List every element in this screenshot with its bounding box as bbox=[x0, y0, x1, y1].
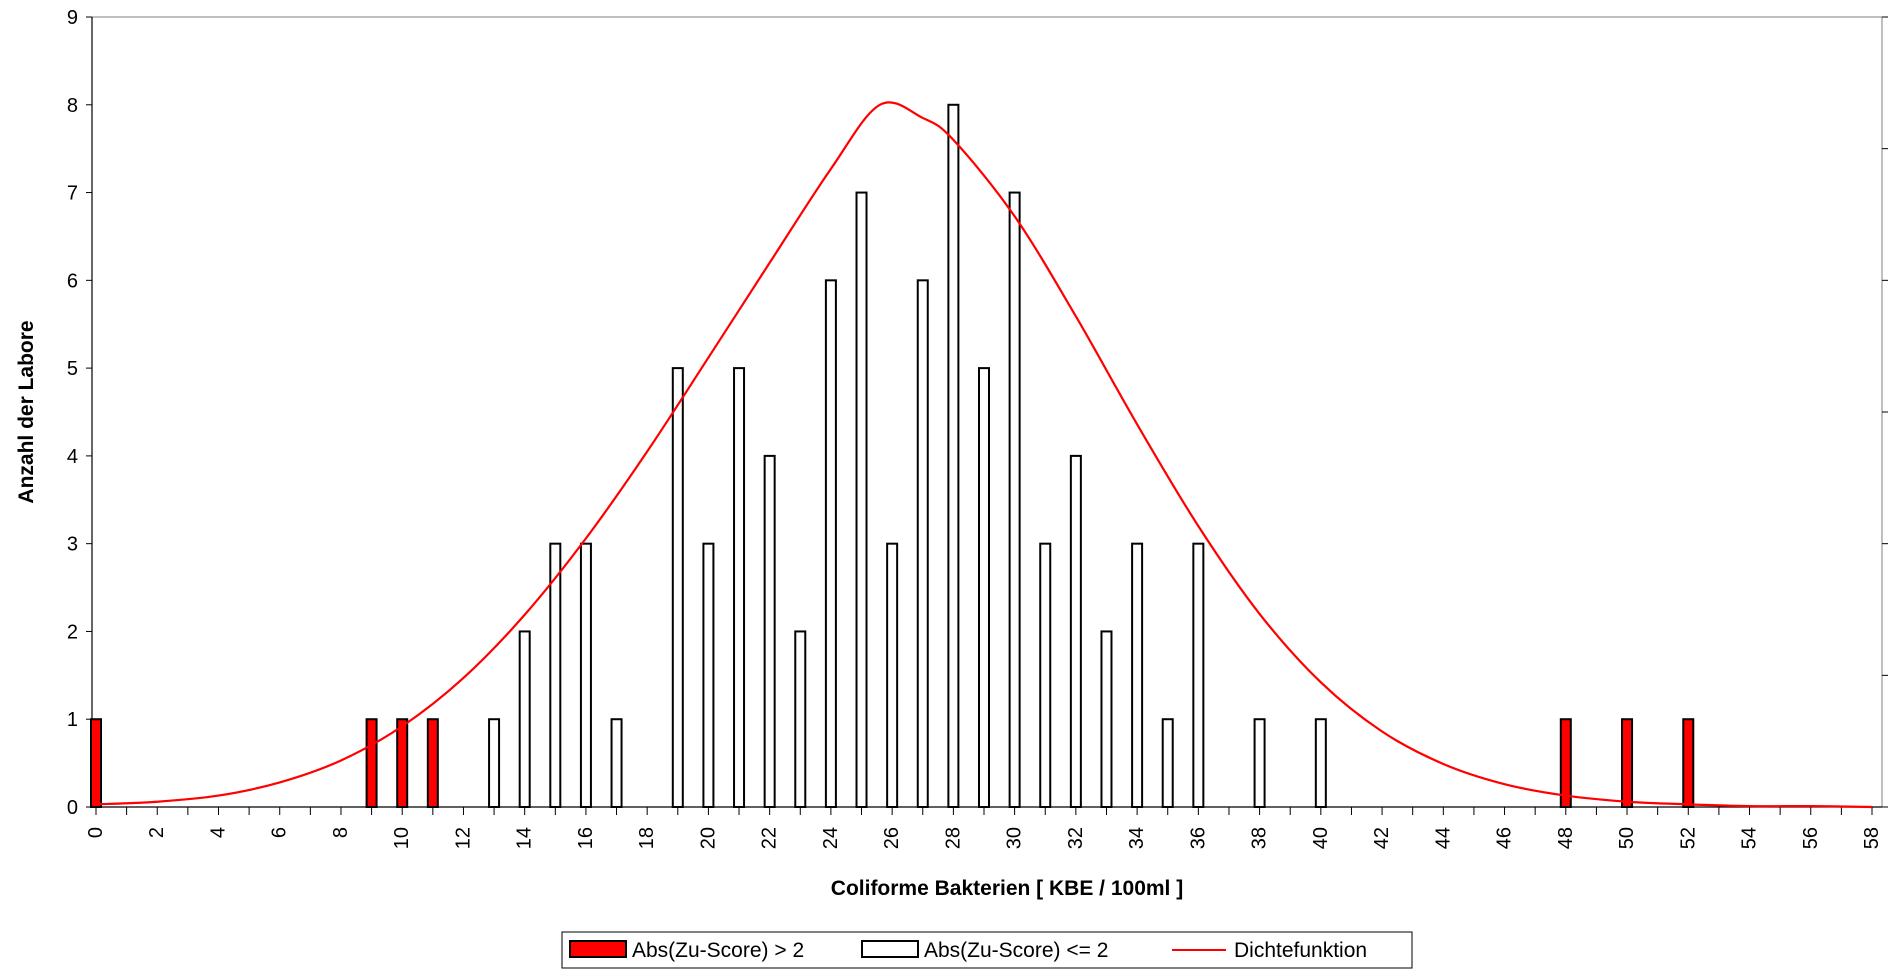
x-tick-label: 16 bbox=[575, 827, 597, 849]
density-curve bbox=[95, 101, 1873, 809]
bar-normal bbox=[1069, 454, 1082, 808]
bar-normal bbox=[1100, 630, 1113, 809]
x-tick-label: 10 bbox=[391, 827, 413, 849]
x-axis: 0 2 4 6 8 10 12 14 16 18 20 22 24 26 28 30 32 34 36 38 40 42 4… bbox=[85, 806, 1883, 849]
bar-outlier bbox=[365, 718, 378, 809]
bar-normal bbox=[916, 279, 929, 809]
bar-normal bbox=[1314, 718, 1327, 809]
x-tick-label: 48 bbox=[1555, 827, 1577, 849]
bars-group bbox=[90, 103, 1695, 809]
y-axis-title: Anzahl der Labore bbox=[15, 320, 38, 503]
y-axis: 0 1 2 3 4 5 6 7 8 9 bbox=[67, 7, 1888, 819]
bar-normal bbox=[579, 542, 592, 809]
x-tick-label: 42 bbox=[1371, 827, 1393, 849]
y-tick-label: 4 bbox=[67, 446, 78, 468]
legend: Abs(Zu-Score) > 2 Abs(Zu-Score) <= 2 Dic… bbox=[561, 931, 1413, 969]
bar-normal bbox=[978, 367, 990, 808]
x-tick-label: 56 bbox=[1800, 827, 1822, 849]
bar-normal bbox=[1253, 718, 1266, 809]
y-tick-label: 8 bbox=[67, 95, 78, 117]
x-tick-label: 38 bbox=[1249, 827, 1271, 849]
bar-normal bbox=[855, 191, 868, 809]
x-tick-label: 22 bbox=[759, 827, 781, 849]
y-tick-label: 3 bbox=[67, 534, 78, 556]
legend-swatch-normal bbox=[861, 940, 919, 958]
bar-normal bbox=[518, 630, 531, 809]
y-tick-label: 9 bbox=[67, 7, 78, 29]
x-axis-title: Coliforme Bakterien [ KBE / 100ml ] bbox=[831, 877, 1183, 900]
bar-normal bbox=[794, 630, 807, 809]
x-tick-label: 6 bbox=[269, 827, 291, 838]
x-tick-label: 4 bbox=[207, 827, 229, 838]
x-tick-label: 20 bbox=[697, 827, 719, 849]
bar-normal bbox=[1008, 191, 1021, 809]
x-tick-label: 18 bbox=[636, 827, 658, 849]
bar-outlier bbox=[90, 718, 102, 809]
bar-outlier bbox=[1682, 718, 1695, 809]
x-tick-label: 40 bbox=[1310, 827, 1332, 849]
x-tick-label: 44 bbox=[1432, 827, 1454, 849]
bar-normal bbox=[702, 542, 715, 809]
x-tick-label: 34 bbox=[1126, 827, 1148, 849]
legend-box bbox=[561, 931, 1413, 969]
x-tick-label: 26 bbox=[881, 827, 903, 849]
y-tick-label: 1 bbox=[67, 709, 78, 731]
y-tick-label: 7 bbox=[67, 183, 78, 205]
x-tick-label: 2 bbox=[146, 827, 168, 838]
bar-outlier bbox=[426, 718, 439, 809]
x-tick-label: 32 bbox=[1065, 827, 1087, 849]
density-curve-group bbox=[95, 101, 1873, 809]
bar-outlier bbox=[1559, 718, 1572, 809]
x-tick-label: 36 bbox=[1187, 827, 1209, 849]
x-tick-label: 30 bbox=[1004, 827, 1026, 849]
bar-outlier bbox=[396, 718, 409, 809]
legend-label-outlier: Abs(Zu-Score) > 2 bbox=[632, 939, 804, 962]
bar-normal bbox=[886, 542, 899, 809]
bar-normal bbox=[824, 279, 837, 809]
bar-normal bbox=[1192, 542, 1205, 809]
x-tick-label: 12 bbox=[452, 827, 474, 849]
bar-normal bbox=[1039, 542, 1052, 809]
y-tick-label: 2 bbox=[67, 621, 78, 643]
x-tick-label: 52 bbox=[1677, 827, 1699, 849]
x-tick-label: 8 bbox=[330, 827, 352, 838]
bar-normal bbox=[1131, 542, 1144, 809]
x-tick-label: 24 bbox=[820, 827, 842, 849]
x-tick-label: 0 bbox=[85, 827, 107, 838]
bar-normal bbox=[610, 718, 623, 809]
bar-normal bbox=[488, 718, 501, 809]
bar-normal bbox=[763, 454, 776, 808]
x-tick-label: 54 bbox=[1739, 827, 1761, 849]
x-tick-label: 14 bbox=[514, 827, 536, 849]
bar-normal bbox=[1161, 718, 1174, 809]
bar-normal bbox=[733, 367, 746, 808]
x-tick-label: 46 bbox=[1494, 827, 1516, 849]
legend-label-normal: Abs(Zu-Score) <= 2 bbox=[924, 939, 1108, 962]
bar-normal bbox=[671, 367, 684, 808]
bar-normal bbox=[549, 542, 562, 809]
y-tick-label: 5 bbox=[67, 358, 78, 380]
legend-swatch-outlier bbox=[569, 940, 627, 958]
y-tick-label: 6 bbox=[67, 270, 78, 292]
legend-label-density: Dichtefunktion bbox=[1234, 939, 1367, 962]
y-tick-label: 0 bbox=[67, 797, 78, 819]
x-tick-label: 58 bbox=[1861, 827, 1883, 849]
x-tick-label: 28 bbox=[942, 827, 964, 849]
x-tick-label: 50 bbox=[1616, 827, 1638, 849]
bar-normal bbox=[947, 103, 960, 809]
bar-outlier bbox=[1621, 718, 1634, 809]
